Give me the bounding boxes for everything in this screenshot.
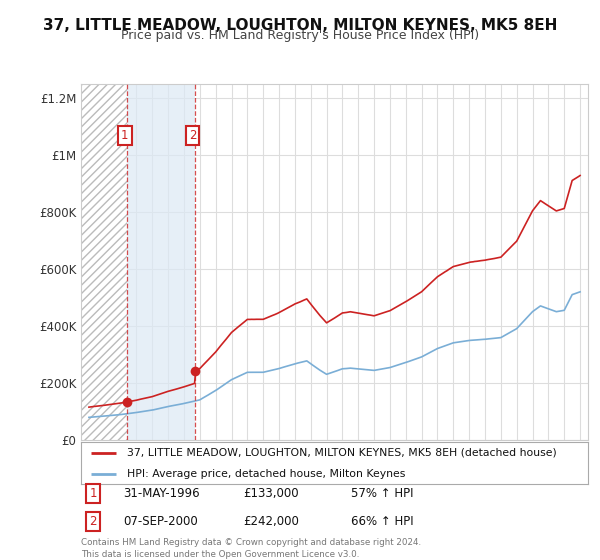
Text: 31-MAY-1996: 31-MAY-1996: [123, 487, 200, 501]
Bar: [81, 84, 127, 440]
Text: Price paid vs. HM Land Registry's House Price Index (HPI): Price paid vs. HM Land Registry's House …: [121, 29, 479, 42]
Text: 2: 2: [89, 515, 97, 529]
Text: 57% ↑ HPI: 57% ↑ HPI: [351, 487, 413, 501]
Text: 1: 1: [89, 487, 97, 501]
Bar: [81, 84, 127, 440]
Text: 07-SEP-2000: 07-SEP-2000: [123, 515, 198, 529]
Text: £242,000: £242,000: [243, 515, 299, 529]
Text: Contains HM Land Registry data © Crown copyright and database right 2024.
This d: Contains HM Land Registry data © Crown c…: [81, 538, 421, 559]
Text: £133,000: £133,000: [243, 487, 299, 501]
Bar: [127, 84, 195, 440]
Text: 37, LITTLE MEADOW, LOUGHTON, MILTON KEYNES, MK5 8EH (detached house): 37, LITTLE MEADOW, LOUGHTON, MILTON KEYN…: [127, 448, 556, 458]
Text: 1: 1: [121, 129, 128, 142]
Text: 66% ↑ HPI: 66% ↑ HPI: [351, 515, 413, 529]
Text: 2: 2: [188, 129, 196, 142]
Text: HPI: Average price, detached house, Milton Keynes: HPI: Average price, detached house, Milt…: [127, 469, 405, 479]
Text: 37, LITTLE MEADOW, LOUGHTON, MILTON KEYNES, MK5 8EH: 37, LITTLE MEADOW, LOUGHTON, MILTON KEYN…: [43, 18, 557, 33]
